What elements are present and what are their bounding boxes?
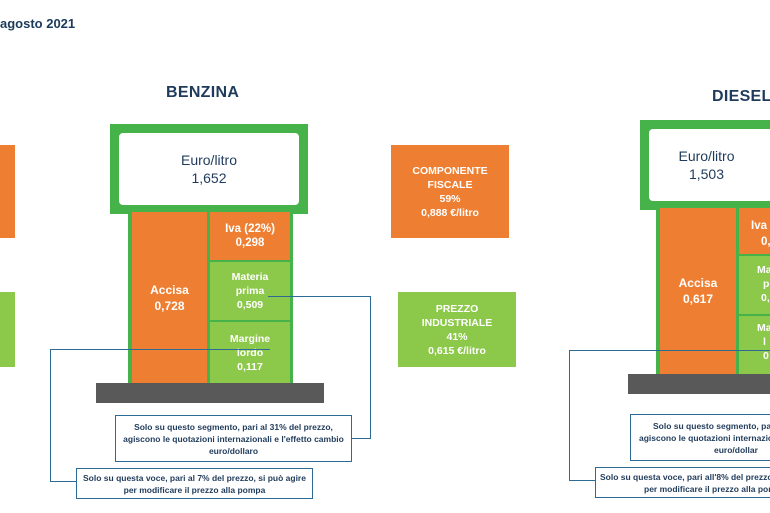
benzina-industrial-box: PREZZO INDUSTRIALE 41% 0,615 €/litro — [398, 292, 516, 367]
benzina-iva-label: Iva (22%) — [225, 223, 275, 235]
report-date: agosto 2021 — [0, 16, 76, 31]
diesel-accisa-bar: Accisa 0,617 — [660, 208, 736, 374]
benzina-industrial-pct: 41% — [446, 330, 468, 343]
diesel-materia-label-1: Ma — [757, 264, 770, 276]
benzina-total-unit: Euro/litro — [180, 152, 238, 168]
benzina-total-sign: Euro/litro 1,652 — [114, 128, 304, 210]
diesel-iva-bar: Iva 0, — [739, 208, 770, 254]
diesel-margine-label-1: Ma — [757, 322, 770, 334]
benzina-margine-bar: Margine lordo 0,117 — [210, 322, 290, 384]
benzina-iva-bar: Iva (22%) 0,298 — [210, 212, 290, 260]
diesel-callout-voice: Solo su questa voce, pari all'8% del pre… — [595, 467, 770, 498]
benzina-materia-prima-bar: Materia prima 0,509 — [210, 262, 290, 320]
left-industrial-box-partial — [0, 292, 15, 367]
benzina-callout1-line-v — [370, 296, 371, 439]
benzina-fiscal-pct: 59% — [439, 192, 461, 205]
benzina-materia-value: 0,509 — [236, 299, 264, 311]
diesel-iva-value: 0, — [761, 236, 770, 248]
benzina-callout1-line-h — [268, 296, 371, 297]
left-fiscal-box-partial — [0, 145, 15, 238]
diesel-callout1-line1: Solo su questo segmento, par — [653, 420, 770, 431]
diesel-total-unit: Euro/litro — [678, 148, 735, 164]
benzina-callout1-line3: euro/dollaro — [208, 445, 259, 456]
benzina-accisa-value: 0,728 — [154, 299, 185, 313]
benzina-callout1-line2: agiscono le quotazioni internazionali e … — [123, 433, 344, 444]
diesel-callout-segment: Solo su questo segmento, par agiscono le… — [630, 414, 770, 461]
benzina-margine-label-2: lordo — [236, 347, 264, 359]
diesel-pump-base — [628, 374, 770, 394]
benzina-iva-value: 0,298 — [235, 237, 265, 249]
diesel-margine-bar: Ma l 0 — [739, 316, 770, 374]
benzina-margine-label-1: Margine — [229, 333, 271, 345]
diesel-margine-label-2: l — [763, 336, 766, 348]
benzina-callout2-line1: Solo su questa voce, pari al 7% del prez… — [83, 472, 306, 483]
benzina-accisa-label: Accisa — [150, 283, 189, 297]
benzina-callout2-line2: per modificare il prezzo alla pompa — [123, 484, 266, 495]
benzina-callout1-line-end — [352, 438, 371, 439]
diesel-materia-value: 0, — [761, 292, 770, 304]
benzina-callout2-line-h — [50, 349, 270, 350]
benzina-margine-value: 0,117 — [237, 361, 263, 373]
diesel-accisa-value: 0,617 — [682, 292, 714, 306]
diesel-callout1-line3: euro/dollar — [714, 444, 758, 455]
diesel-callout2-line2: per modificare il prezzo alla pom — [644, 483, 770, 494]
benzina-total-value: 1,652 — [191, 170, 227, 186]
benzina-callout-segment: Solo su questo segmento, pari al 31% del… — [115, 415, 352, 462]
benzina-accisa-bar: Accisa 0,728 — [132, 212, 207, 384]
diesel-callout2-line-v — [569, 350, 570, 481]
diesel-callout1-line2: agiscono le quotazioni internazio — [639, 432, 770, 443]
diesel-title: DIESEL — [712, 88, 770, 105]
benzina-fiscal-eur: 0,888 €/litro — [421, 206, 479, 219]
diesel-accisa-label: Accisa — [678, 276, 718, 290]
benzina-materia-label-1: Materia — [231, 271, 269, 283]
diesel-materia-prima-bar: Ma p 0, — [739, 256, 770, 314]
diesel-total-sign: Euro/litro 1,503 — [644, 124, 770, 206]
diesel-iva-label: Iva — [751, 220, 767, 232]
benzina-callout2-line-v — [50, 349, 51, 482]
benzina-pump-base — [96, 383, 324, 403]
benzina-fiscal-line2: FISCALE — [427, 178, 473, 191]
diesel-callout2-line1: Solo su questa voce, pari all'8% del pre… — [600, 471, 770, 482]
diesel-margine-value: 0 — [763, 350, 769, 362]
benzina-callout1-line1: Solo su questo segmento, pari al 31% del… — [134, 421, 333, 432]
benzina-industrial-eur: 0,615 €/litro — [428, 344, 486, 357]
diesel-materia-label-2: p — [763, 278, 770, 290]
diesel-total-value: 1,503 — [688, 166, 725, 182]
benzina-fiscal-line1: COMPONENTE — [412, 164, 488, 177]
benzina-industrial-line1: PREZZO — [435, 302, 479, 315]
benzina-materia-label-2: prima — [235, 285, 265, 297]
diesel-callout2-line-end — [569, 480, 595, 481]
benzina-industrial-line2: INDUSTRIALE — [421, 316, 493, 329]
diesel-callout2-line-h — [569, 350, 770, 351]
benzina-callout2-line-end — [50, 481, 76, 482]
benzina-fiscal-box: COMPONENTE FISCALE 59% 0,888 €/litro — [391, 145, 509, 238]
benzina-title: BENZINA — [166, 84, 240, 101]
benzina-callout-voice: Solo su questa voce, pari al 7% del prez… — [76, 468, 313, 499]
